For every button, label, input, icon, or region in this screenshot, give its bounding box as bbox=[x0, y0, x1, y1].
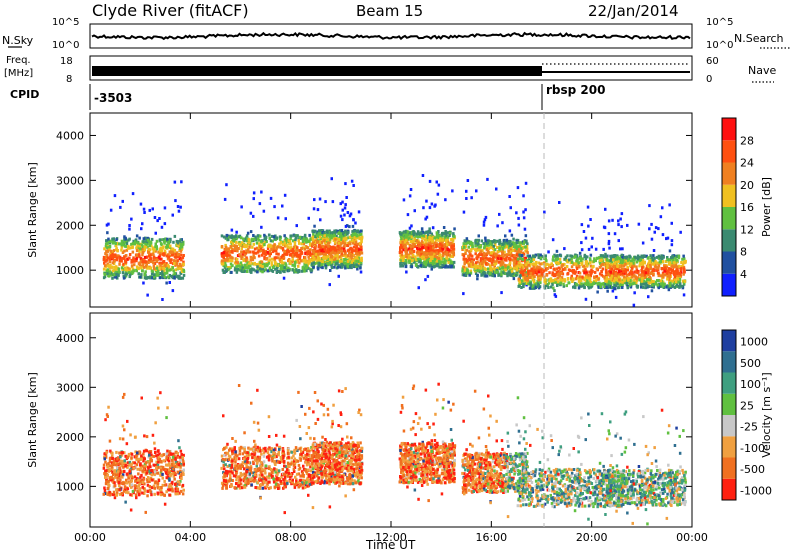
colorbar-frame bbox=[721, 117, 737, 297]
colorbar-tick-label: -500 bbox=[740, 463, 765, 476]
cpid-segment-2: rbsp 200 bbox=[546, 83, 605, 97]
ytick-label: 2000 bbox=[56, 219, 84, 232]
beam-title: Beam 15 bbox=[356, 2, 423, 20]
velocity-panel: 1000 2000 3000 4000 Slant Range [km] bbox=[26, 312, 693, 528]
colorbar-frame bbox=[721, 329, 737, 501]
ytick-label: 2000 bbox=[56, 431, 84, 444]
noise-trace bbox=[91, 31, 691, 41]
nsearch-label: N.Search bbox=[734, 32, 784, 45]
xtick-label: 16:00 bbox=[475, 531, 507, 544]
cpid-label: CPID bbox=[10, 88, 39, 101]
xtick-label: 04:00 bbox=[174, 531, 206, 544]
colorbar-tick-label: 16 bbox=[740, 201, 754, 214]
xtick-label: 12:00 bbox=[375, 531, 407, 544]
colorbar-swatch bbox=[722, 478, 736, 500]
freq-label-line1: Freq. bbox=[6, 55, 31, 66]
colorbar-label: Velocity [m s⁻¹] bbox=[760, 372, 773, 457]
colorbar-swatch bbox=[722, 457, 736, 479]
freq-tick-top: 18 bbox=[60, 56, 73, 67]
colorbar-swatch bbox=[722, 351, 736, 373]
colorbar-tick-label: 12 bbox=[740, 223, 754, 236]
xtick-label: 00:00 bbox=[676, 531, 708, 544]
yaxis-label: Slant Range [km] bbox=[26, 372, 39, 468]
nsearch-tick-top: 10^5 bbox=[706, 17, 733, 28]
colorbar-swatch bbox=[722, 251, 736, 274]
colorbar-swatch bbox=[722, 372, 736, 394]
ytick-label: 1000 bbox=[56, 480, 84, 493]
colorbar-swatch bbox=[722, 229, 736, 252]
xtick-label: 20:00 bbox=[576, 531, 608, 544]
colorbar-swatch bbox=[722, 330, 736, 352]
colorbar-tick-label: 25 bbox=[740, 399, 754, 412]
colorbar-tick-label: 8 bbox=[740, 246, 747, 259]
colorbar-label: Power [dB] bbox=[760, 177, 773, 237]
noise-trace-line bbox=[91, 31, 691, 41]
colorbar-swatch bbox=[722, 118, 736, 141]
colorbar-swatch bbox=[722, 184, 736, 207]
colorbar-tick-label: 100 bbox=[740, 378, 761, 391]
xtick-label: 00:00 bbox=[74, 531, 106, 544]
colorbar-swatch bbox=[722, 207, 736, 230]
ytick-label: 4000 bbox=[56, 332, 84, 345]
colorbar-tick-label: 4 bbox=[740, 268, 747, 281]
time-axis: 00:00 04:00 08:00 12:00 16:00 20:00 00:00 bbox=[74, 531, 708, 544]
date-title: 22/Jan/2014 bbox=[588, 2, 679, 20]
freq-tick-bottom: 8 bbox=[66, 74, 72, 85]
colorbar-tick-label: 20 bbox=[740, 179, 754, 192]
ytick-label: 1000 bbox=[56, 264, 84, 277]
xaxis-label: Time UT bbox=[365, 538, 416, 552]
colorbar-tick-label: 28 bbox=[740, 134, 754, 147]
station-title: Clyde River (fitACF) bbox=[92, 1, 249, 20]
colorbar-tick-label: 500 bbox=[740, 357, 761, 370]
echo-cells bbox=[102, 382, 687, 526]
nsky-tick-top: 10^5 bbox=[52, 17, 79, 28]
colorbar-swatch bbox=[722, 273, 736, 296]
echo-cells bbox=[102, 174, 687, 307]
colorbar-swatch bbox=[722, 140, 736, 163]
nsearch-tick-bottom: 10^0 bbox=[706, 40, 733, 51]
power-panel: 1000 2000 3000 4000 Slant Range [km] bbox=[26, 112, 693, 308]
xtick-label: 08:00 bbox=[275, 531, 307, 544]
colorbar-tick-label: 1000 bbox=[740, 336, 768, 349]
colorbar-tick-label: 24 bbox=[740, 157, 754, 170]
nave-tick-bottom: 0 bbox=[706, 74, 712, 85]
power-colorbar: 4 8 12 16 20 24 28 Power [dB] bbox=[721, 117, 773, 297]
noise-strip-frame bbox=[89, 23, 693, 49]
colorbar-tick-label: -25 bbox=[740, 421, 758, 434]
ytick-label: 3000 bbox=[56, 174, 84, 187]
colorbar-tick-label: -1000 bbox=[740, 484, 772, 497]
colorbar-swatch bbox=[722, 162, 736, 185]
freq-label-line2: [MHz] bbox=[4, 68, 33, 79]
freq-strip-frame bbox=[89, 55, 693, 81]
nsky-label: N.Sky bbox=[2, 34, 34, 47]
colorbar-tick-label: -100 bbox=[740, 442, 765, 455]
yaxis-label: Slant Range [km] bbox=[26, 162, 39, 258]
cpid-segment-1: -3503 bbox=[94, 91, 132, 105]
nsky-tick-bottom: 10^0 bbox=[52, 40, 79, 51]
nave-label: Nave bbox=[748, 64, 776, 77]
velocity-colorbar: 1000 500 100 25 -25 -100 -500 -1000 Velocity [m … bbox=[721, 329, 773, 501]
ytick-label: 4000 bbox=[56, 129, 84, 142]
colorbar-swatch bbox=[722, 436, 736, 458]
nave-tick-top: 60 bbox=[706, 56, 719, 67]
freq-bar bbox=[92, 66, 542, 76]
colorbar-swatch bbox=[722, 415, 736, 437]
colorbar-swatch bbox=[722, 393, 736, 415]
ytick-label: 3000 bbox=[56, 381, 84, 394]
